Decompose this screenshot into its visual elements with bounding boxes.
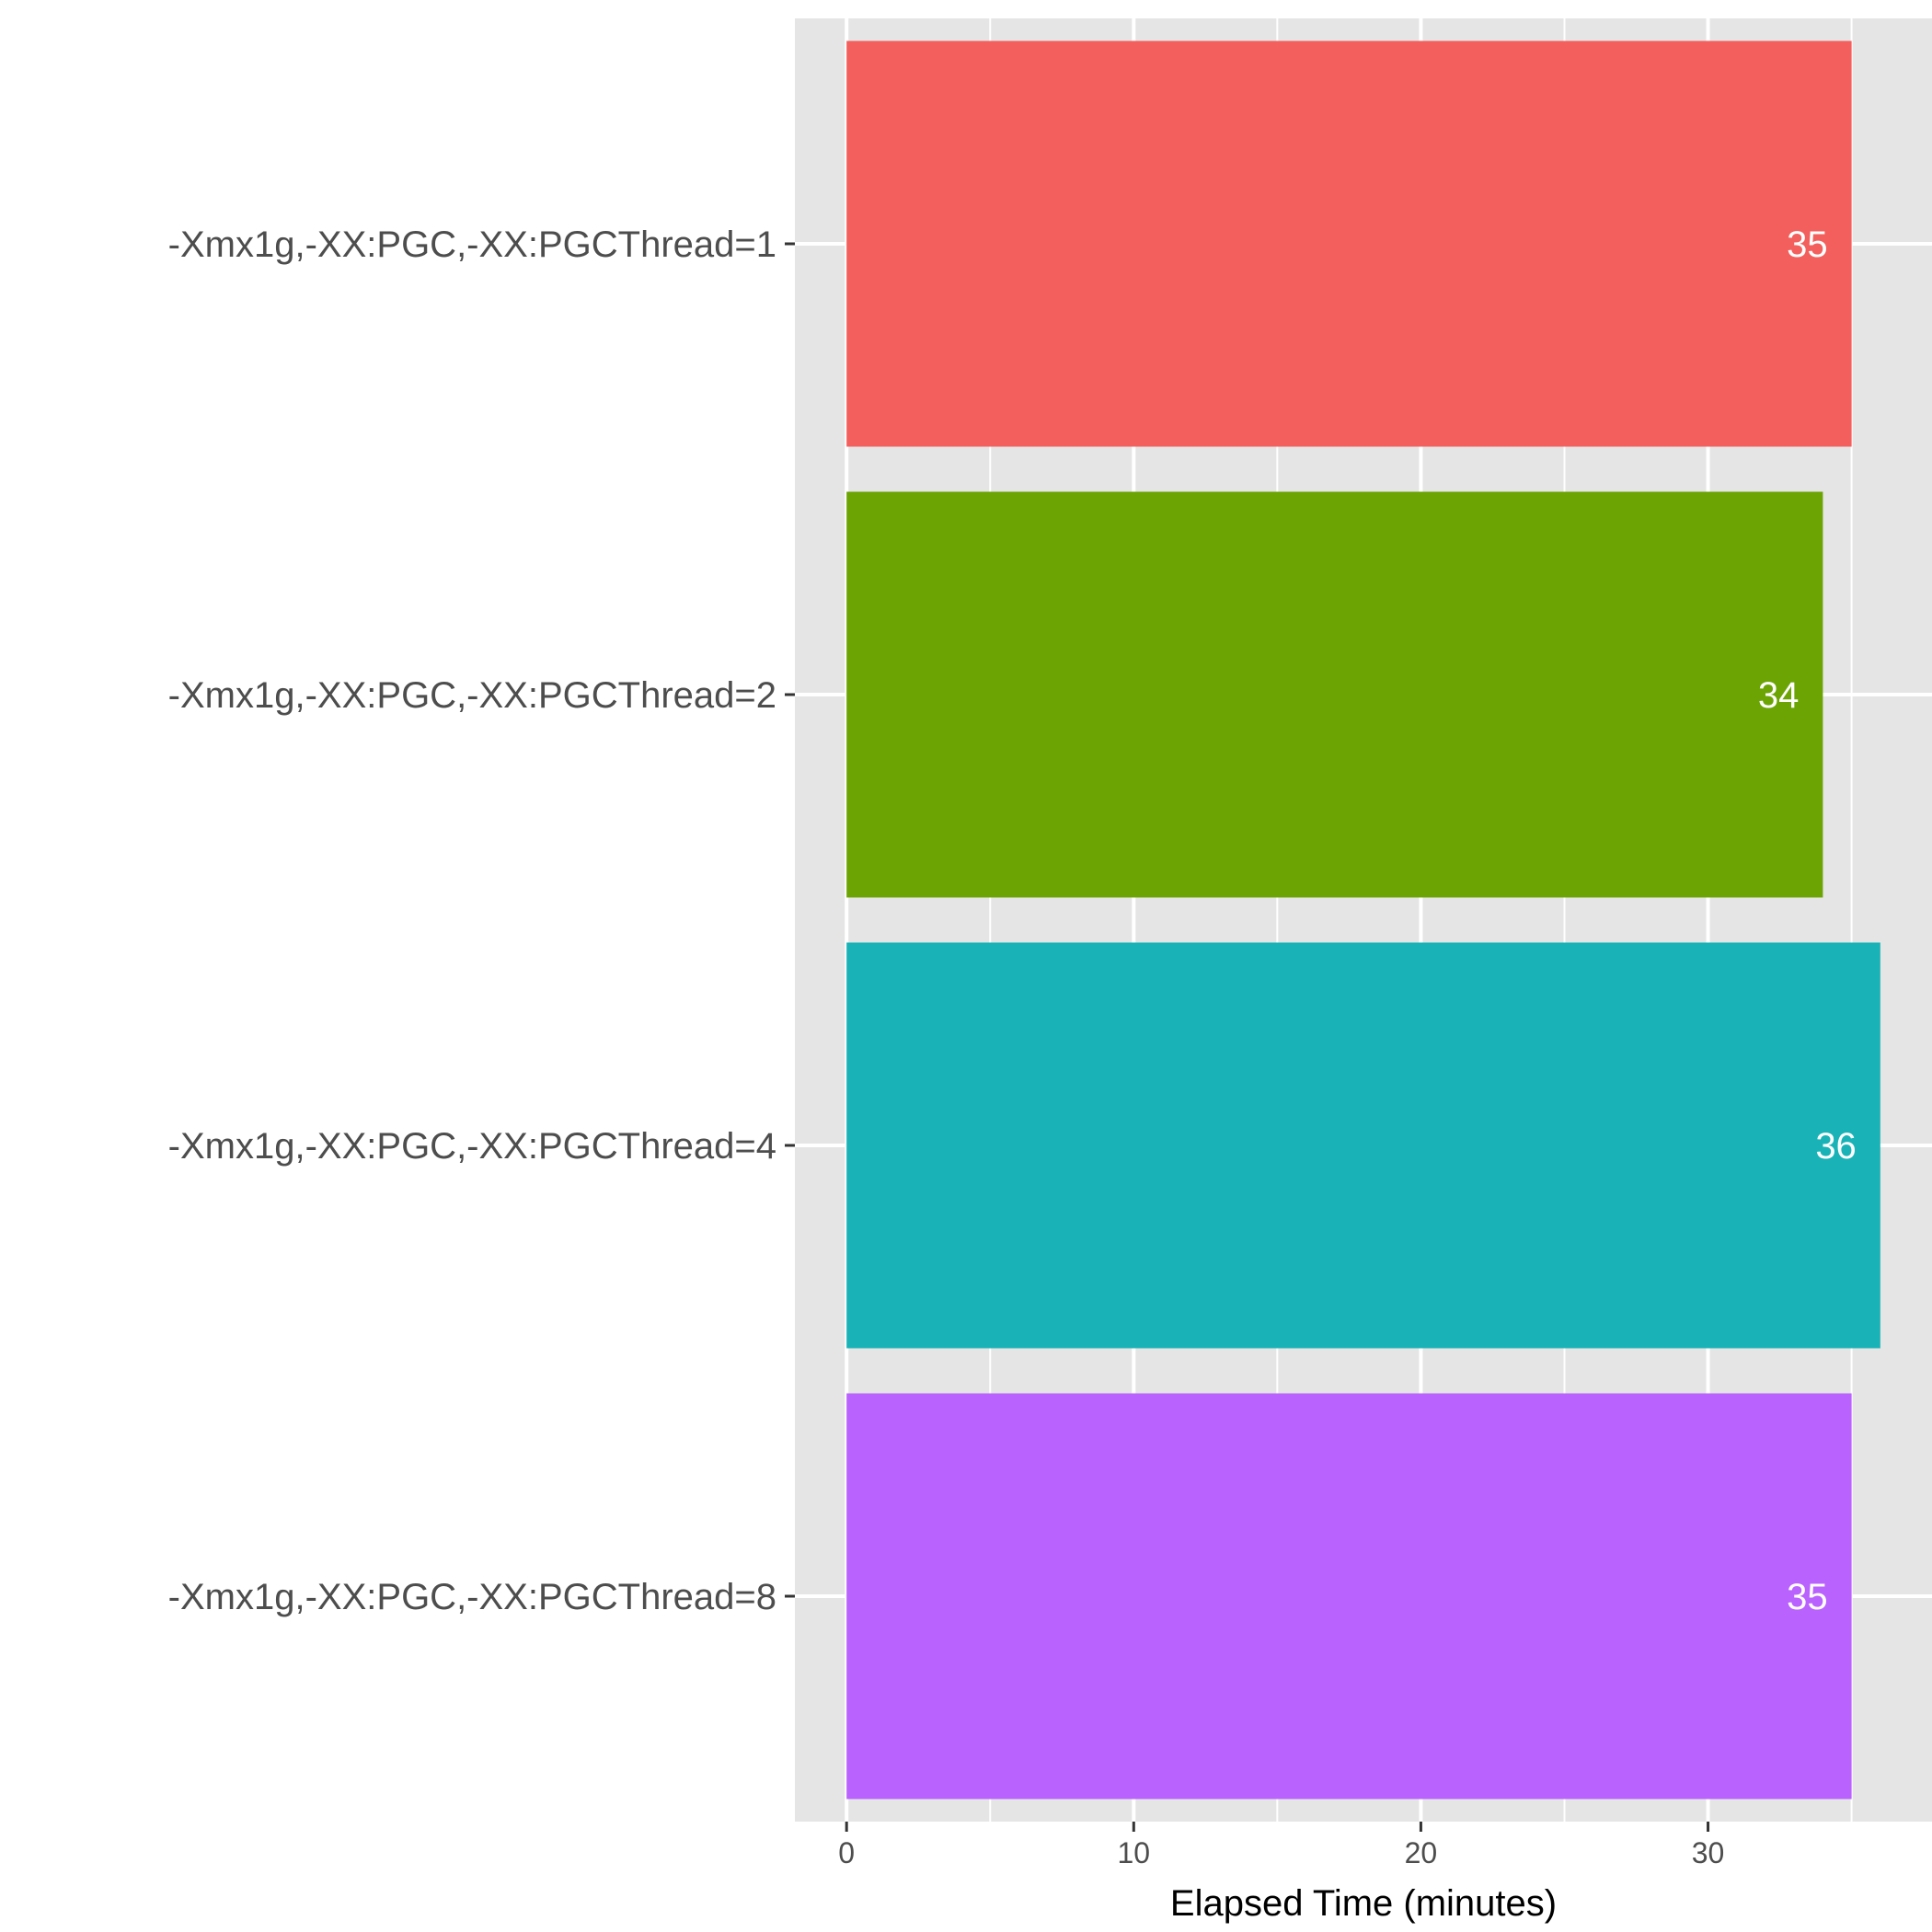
y-tick-label: -Xmx1g,-XX:PGC,-XX:PGCThread=1	[168, 224, 776, 265]
x-tick-label: 20	[1405, 1836, 1438, 1869]
x-tick-label: 30	[1692, 1836, 1725, 1869]
bar-value-label: 34	[1758, 675, 1800, 716]
x-tick-label: 0	[838, 1836, 855, 1869]
x-axis: 0 10 20 30	[838, 1822, 1724, 1869]
bar	[846, 1393, 1852, 1800]
y-axis: -Xmx1g,-XX:PGC,-XX:PGCThread=1 -Xmx1g,-XX…	[168, 224, 795, 1617]
x-tick-label: 10	[1118, 1836, 1151, 1869]
y-tick-label: -Xmx1g,-XX:PGC,-XX:PGCThread=8	[168, 1577, 776, 1617]
x-axis-title: Elapsed Time (minutes)	[1170, 1883, 1557, 1924]
bar	[846, 942, 1880, 1349]
y-tick-label: -Xmx1g,-XX:PGC,-XX:PGCThread=4	[168, 1126, 776, 1167]
bar-value-labels: 35 34 36 35	[1758, 224, 1857, 1617]
bar-value-label: 36	[1815, 1126, 1857, 1167]
bars	[846, 40, 1880, 1800]
bar	[846, 491, 1823, 898]
bar-value-label: 35	[1787, 1577, 1828, 1617]
bar	[846, 40, 1852, 447]
y-tick-label: -Xmx1g,-XX:PGC,-XX:PGCThread=2	[168, 675, 776, 716]
bar-value-label: 35	[1787, 224, 1828, 265]
